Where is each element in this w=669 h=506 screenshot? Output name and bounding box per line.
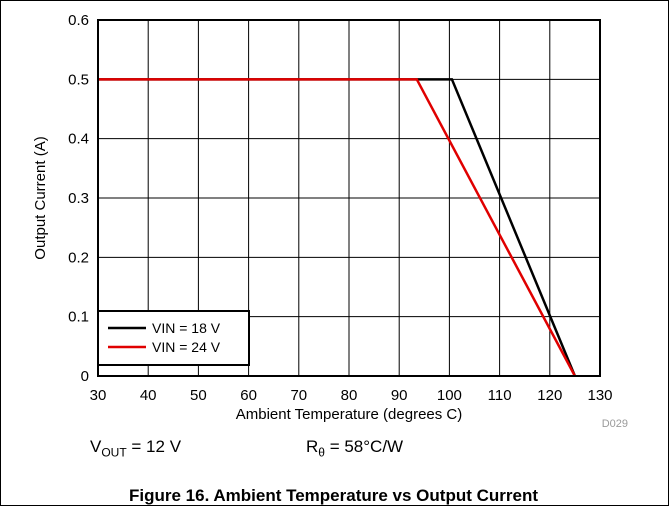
x-tick-label: 60 xyxy=(240,387,257,404)
y-axis-label: Output Current (A) xyxy=(32,136,49,259)
y-tick-label: 0.2 xyxy=(68,249,89,266)
figure-code: D029 xyxy=(602,418,628,430)
x-tick-label: 70 xyxy=(290,387,307,404)
r-value: = 58°C/W xyxy=(324,437,404,456)
legend: VIN = 18 V VIN = 24 V xyxy=(97,310,250,366)
x-tick-label: 90 xyxy=(391,387,408,404)
series-line-2 xyxy=(98,78,577,377)
vout-subscript: OUT xyxy=(101,445,127,460)
x-tick-labels: 30 40 50 60 70 80 90 100 110 120 130 xyxy=(90,387,613,404)
x-tick-label: 120 xyxy=(537,387,562,404)
y-tick-label: 0.5 xyxy=(68,71,89,88)
r-subscript: θ xyxy=(318,445,325,460)
x-tick-label: 30 xyxy=(90,387,107,404)
x-tick-label: 80 xyxy=(341,387,358,404)
figure-caption: Figure 16. Ambient Temperature vs Output… xyxy=(128,486,538,505)
series-layer xyxy=(98,78,577,377)
x-tick-label: 40 xyxy=(140,387,157,404)
vout-symbol: V xyxy=(90,437,102,456)
y-tick-labels: 0 0.1 0.2 0.3 0.4 0.5 0.6 xyxy=(68,12,89,385)
y-tick-label: 0 xyxy=(81,368,89,385)
y-tick-label: 0.4 xyxy=(68,131,89,148)
x-tick-label: 100 xyxy=(437,387,462,404)
x-tick-label: 130 xyxy=(587,387,612,404)
vout-value: = 12 V xyxy=(126,437,182,456)
x-tick-label: 50 xyxy=(190,387,207,404)
plot-border xyxy=(97,19,601,377)
r-symbol: R xyxy=(306,437,319,456)
legend-label-2: VIN = 24 V xyxy=(152,339,221,355)
y-tick-label: 0.1 xyxy=(68,309,89,326)
legend-label-1: VIN = 18 V xyxy=(152,320,221,336)
vout-condition: VOUT = 12 V xyxy=(90,437,181,459)
x-axis-label: Ambient Temperature (degrees C) xyxy=(236,406,463,423)
legend-box xyxy=(97,310,250,366)
y-tick-label: 0.6 xyxy=(68,12,89,29)
y-tick-label: 0.3 xyxy=(68,190,89,207)
r-theta-condition: Rθ = 58°C/W xyxy=(306,437,403,459)
x-tick-label: 110 xyxy=(488,387,512,404)
chart-svg: 30 40 50 60 70 80 90 100 110 120 130 0 0.1 0.2 0.3 0.4… xyxy=(32,12,628,430)
